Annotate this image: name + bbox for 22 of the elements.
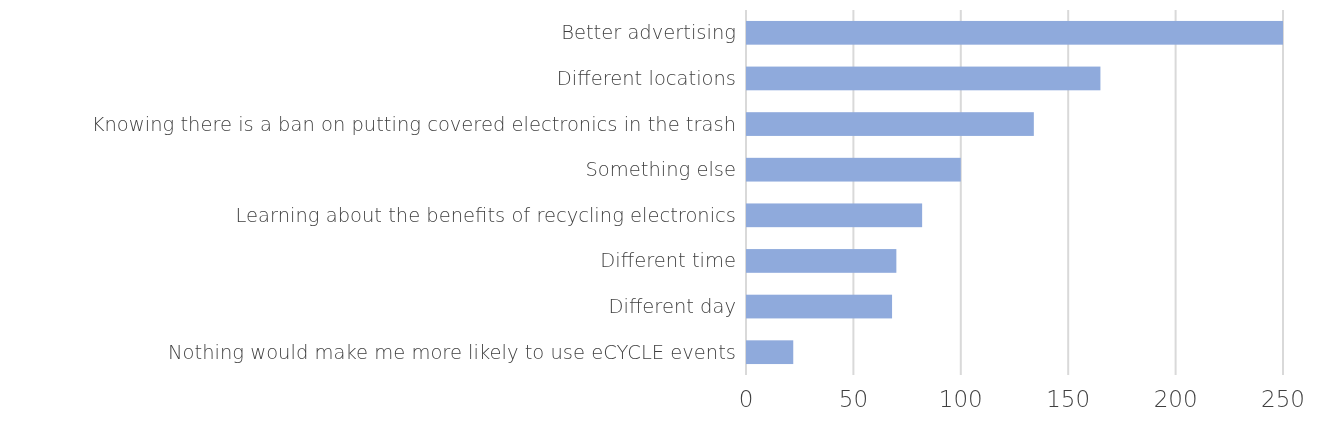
x-tick-label: 0 [738,386,754,412]
x-tick-label: 200 [1153,386,1198,412]
bar [746,20,1283,45]
bar [746,294,893,319]
bar [746,112,1034,136]
x-tick-label: 100 [938,386,983,412]
y-tick-label: Different locations [556,66,736,90]
y-tick-label: Different time [600,249,736,273]
y-tick-label: Nothing would make me more likely to use eCYCLE events [168,340,736,364]
y-tick-label: Knowing there is a ban on putting covered electronics in the trash [91,112,736,136]
bar [746,249,897,273]
y-tick-label: Learning about the benefits of recycling electronics [235,203,736,227]
x-tick-label: 50 [838,386,869,412]
y-tick-label: Something else [585,158,736,182]
x-tick-label: 250 [1261,386,1305,412]
bar [746,340,794,365]
bar [746,66,1101,91]
y-tick-label: Different day [608,295,736,319]
y-tick-label: Better advertising [561,21,736,45]
x-tick-label: 150 [1046,386,1091,412]
bar [746,157,961,182]
bar [746,203,923,228]
